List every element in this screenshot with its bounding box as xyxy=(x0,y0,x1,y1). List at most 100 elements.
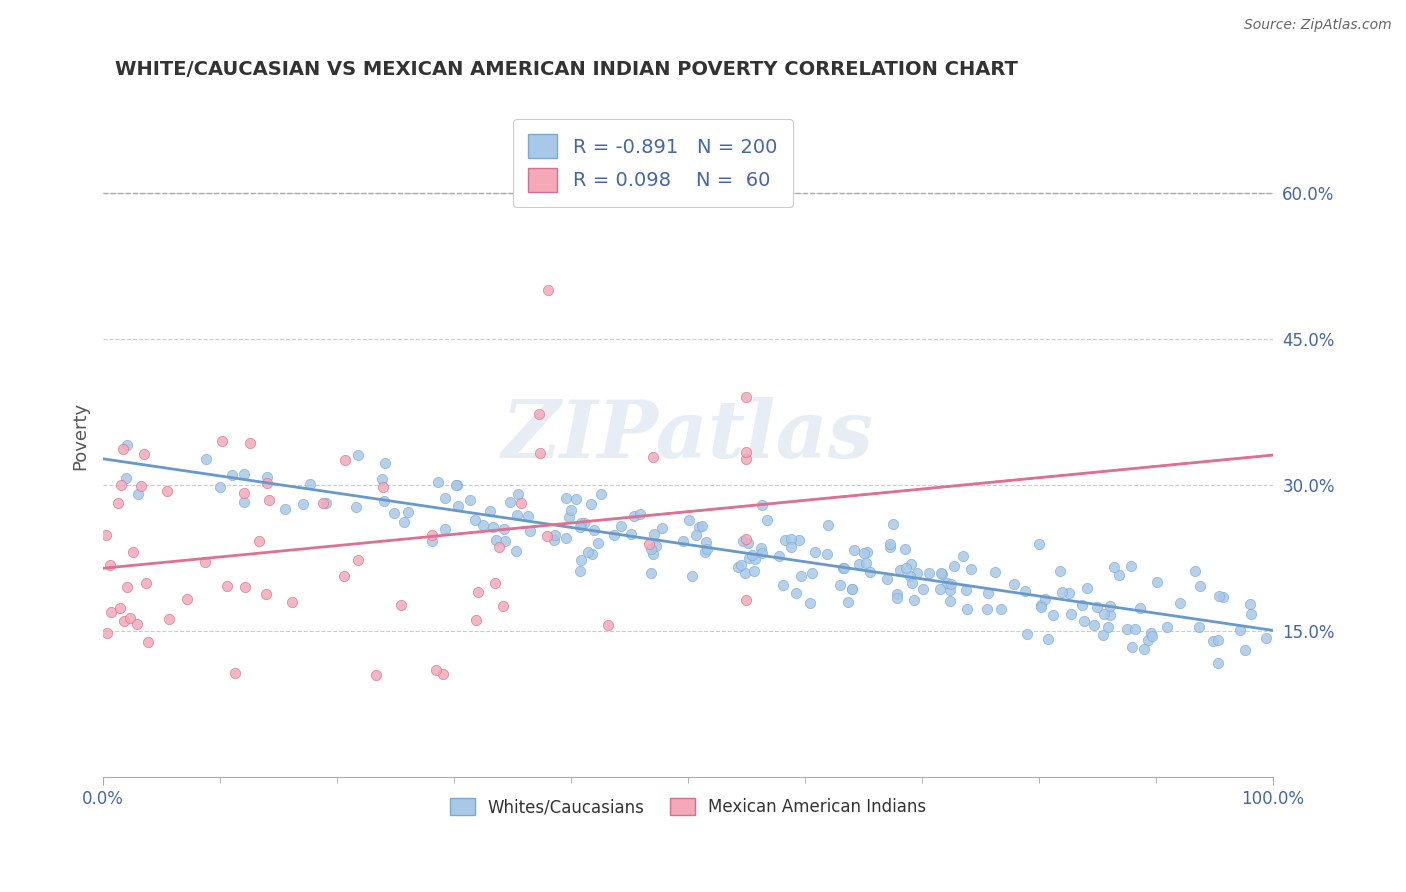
Point xyxy=(484,576,506,591)
Point xyxy=(494,533,516,548)
Point xyxy=(529,446,551,460)
Point xyxy=(603,528,626,542)
Point xyxy=(952,549,974,564)
Point xyxy=(488,540,510,554)
Point xyxy=(1156,620,1178,634)
Point xyxy=(773,533,796,547)
Point xyxy=(519,524,541,538)
Point xyxy=(465,613,488,627)
Point xyxy=(509,496,531,510)
Point xyxy=(828,578,851,592)
Point xyxy=(1233,643,1256,657)
Point xyxy=(681,569,703,583)
Point xyxy=(882,516,904,531)
Point xyxy=(1042,608,1064,623)
Point xyxy=(1184,564,1206,578)
Point xyxy=(879,541,901,555)
Point xyxy=(737,550,759,565)
Point xyxy=(1108,568,1130,582)
Point xyxy=(444,478,467,492)
Point xyxy=(233,486,256,500)
Point xyxy=(433,491,456,506)
Point xyxy=(610,518,633,533)
Point xyxy=(690,519,713,533)
Point xyxy=(941,577,963,591)
Point xyxy=(853,546,876,560)
Point xyxy=(1240,607,1263,621)
Point xyxy=(132,447,155,461)
Point xyxy=(620,527,643,541)
Point xyxy=(1121,559,1143,574)
Point xyxy=(125,617,148,632)
Point xyxy=(879,537,901,551)
Point xyxy=(560,502,582,516)
Point xyxy=(482,520,505,534)
Point xyxy=(499,494,522,508)
Point xyxy=(990,602,1012,616)
Point xyxy=(931,566,953,581)
Point xyxy=(569,520,592,534)
Point xyxy=(678,513,700,527)
Point xyxy=(508,487,530,501)
Point xyxy=(735,532,758,546)
Point xyxy=(156,483,179,498)
Point xyxy=(976,601,998,615)
Point xyxy=(281,595,304,609)
Point xyxy=(929,582,952,597)
Point xyxy=(422,527,444,541)
Point xyxy=(672,533,695,548)
Point xyxy=(744,552,766,566)
Point xyxy=(1029,598,1052,612)
Point xyxy=(977,585,1000,599)
Point xyxy=(1049,564,1071,578)
Point xyxy=(555,531,578,545)
Point xyxy=(804,545,827,559)
Point xyxy=(157,612,180,626)
Point xyxy=(1121,640,1143,654)
Point xyxy=(596,618,619,632)
Point xyxy=(787,533,810,547)
Point xyxy=(790,569,813,583)
Point xyxy=(1091,628,1114,642)
Point xyxy=(581,547,603,561)
Point xyxy=(1188,620,1211,634)
Point xyxy=(894,561,917,575)
Point xyxy=(643,527,665,541)
Text: ZIPatlas: ZIPatlas xyxy=(502,398,875,475)
Point xyxy=(735,390,758,404)
Point xyxy=(516,509,538,524)
Point xyxy=(312,496,335,510)
Point xyxy=(232,495,254,509)
Point xyxy=(1028,537,1050,551)
Point xyxy=(135,576,157,591)
Point xyxy=(98,558,121,572)
Point xyxy=(112,442,135,456)
Point xyxy=(1035,591,1057,606)
Point xyxy=(841,582,863,596)
Point xyxy=(373,494,395,508)
Point xyxy=(1098,599,1121,613)
Point xyxy=(291,497,314,511)
Point xyxy=(505,508,527,523)
Point xyxy=(959,562,981,576)
Point xyxy=(942,558,965,573)
Point xyxy=(427,475,450,490)
Point xyxy=(842,542,865,557)
Point xyxy=(685,528,707,542)
Point xyxy=(527,407,550,421)
Point xyxy=(938,583,960,598)
Point xyxy=(832,561,855,575)
Point xyxy=(239,435,262,450)
Point xyxy=(1116,622,1139,636)
Point xyxy=(1137,633,1160,648)
Point xyxy=(115,438,138,452)
Point xyxy=(114,471,136,485)
Point xyxy=(737,536,759,550)
Point xyxy=(422,534,444,549)
Point xyxy=(1256,631,1278,645)
Point xyxy=(727,560,749,574)
Point xyxy=(298,477,321,491)
Point xyxy=(364,668,387,682)
Point xyxy=(1014,583,1036,598)
Point xyxy=(1029,599,1052,614)
